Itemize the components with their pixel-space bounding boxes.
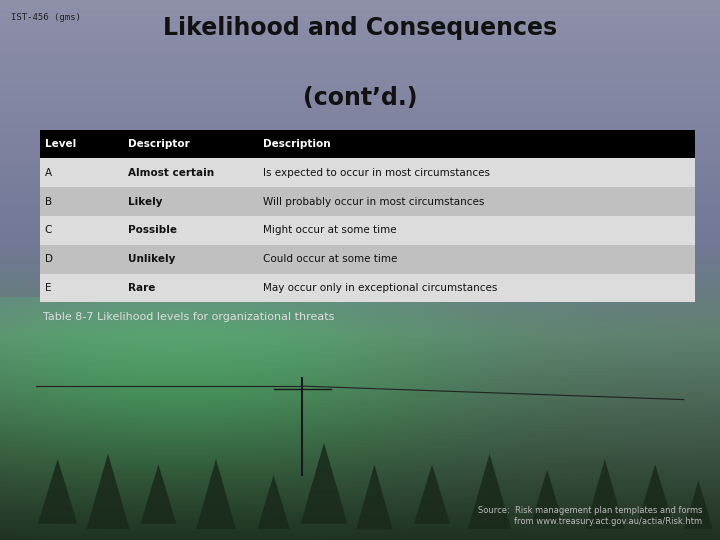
Polygon shape: [301, 443, 348, 524]
Text: Level: Level: [45, 139, 76, 149]
Bar: [40, 274, 123, 302]
Bar: [40, 187, 123, 216]
Polygon shape: [468, 454, 511, 529]
Text: C: C: [45, 225, 52, 235]
Text: Is expected to occur in most circumstances: Is expected to occur in most circumstanc…: [263, 168, 490, 178]
Bar: [258, 216, 695, 245]
Bar: [123, 216, 258, 245]
Bar: [123, 187, 258, 216]
Bar: [258, 187, 695, 216]
Bar: [40, 130, 123, 158]
Polygon shape: [86, 454, 130, 529]
Polygon shape: [585, 459, 624, 529]
Bar: [258, 245, 695, 274]
Text: Unlikely: Unlikely: [128, 254, 176, 264]
Polygon shape: [684, 481, 713, 529]
Text: Table 8-7 Likelihood levels for organizational threats: Table 8-7 Likelihood levels for organiza…: [43, 312, 335, 322]
Bar: [258, 130, 695, 158]
Polygon shape: [258, 475, 289, 529]
Text: Almost certain: Almost certain: [128, 168, 215, 178]
Polygon shape: [356, 464, 392, 529]
Text: Might occur at some time: Might occur at some time: [263, 225, 397, 235]
Text: IST-456 (gms): IST-456 (gms): [11, 14, 81, 23]
Polygon shape: [414, 464, 450, 524]
Polygon shape: [140, 464, 176, 524]
Text: B: B: [45, 197, 52, 207]
Polygon shape: [531, 470, 563, 524]
Bar: [123, 158, 258, 187]
Text: Possible: Possible: [128, 225, 177, 235]
Text: Could occur at some time: Could occur at some time: [263, 254, 397, 264]
Polygon shape: [38, 459, 78, 524]
Polygon shape: [637, 464, 673, 524]
Bar: [123, 130, 258, 158]
Text: E: E: [45, 283, 51, 293]
Bar: [40, 216, 123, 245]
Bar: [40, 245, 123, 274]
Text: Descriptor: Descriptor: [128, 139, 190, 149]
Bar: [40, 158, 123, 187]
Text: D: D: [45, 254, 53, 264]
Text: May occur only in exceptional circumstances: May occur only in exceptional circumstan…: [263, 283, 498, 293]
Text: A: A: [45, 168, 52, 178]
Text: Rare: Rare: [128, 283, 156, 293]
Bar: [123, 245, 258, 274]
Bar: [258, 274, 695, 302]
Text: Description: Description: [263, 139, 330, 149]
Polygon shape: [196, 459, 236, 529]
Text: Source:  Risk management plan templates and forms
from www.treasury.act.gov.au/a: Source: Risk management plan templates a…: [477, 505, 702, 526]
Text: (cont’d.): (cont’d.): [302, 86, 418, 110]
Text: Will probably occur in most circumstances: Will probably occur in most circumstance…: [263, 197, 485, 207]
Bar: [258, 158, 695, 187]
Text: Likely: Likely: [128, 197, 163, 207]
Bar: [123, 274, 258, 302]
Text: Likelihood and Consequences: Likelihood and Consequences: [163, 16, 557, 40]
